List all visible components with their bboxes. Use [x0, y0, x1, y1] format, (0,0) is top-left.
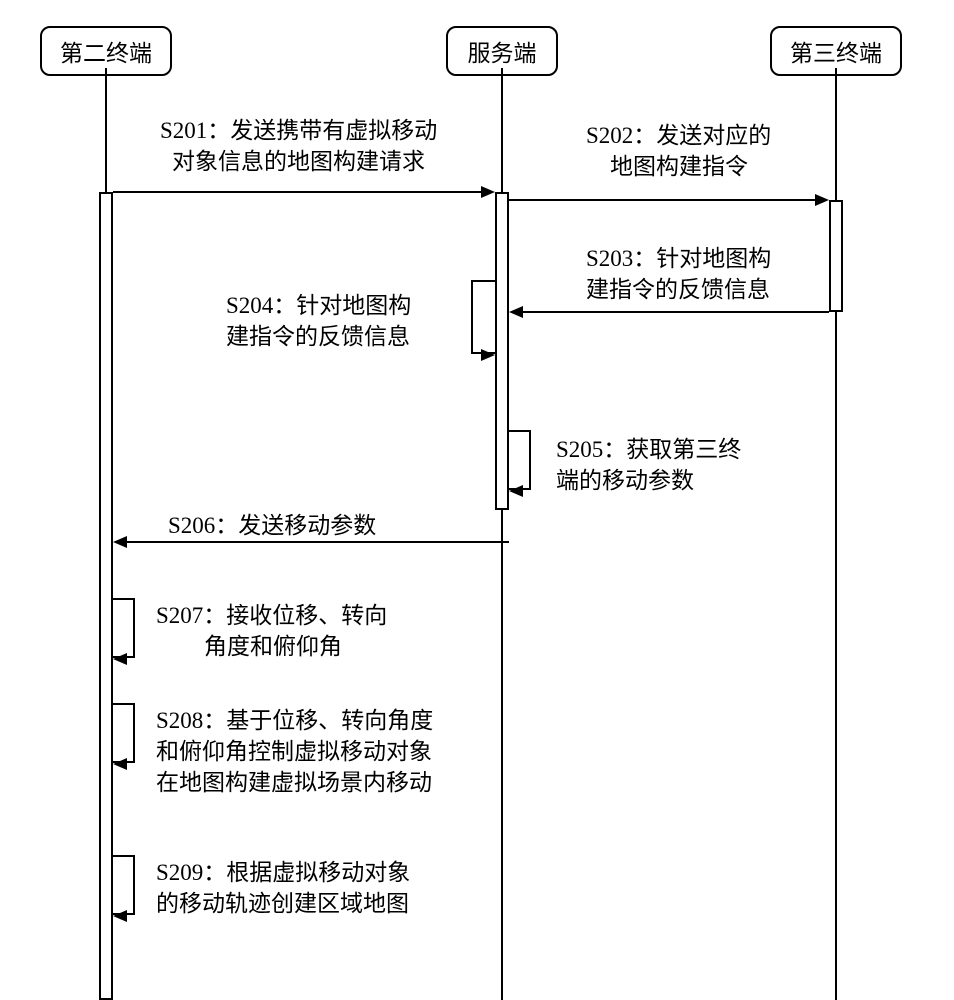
msg-s202-l1: S202：发送对应的	[586, 123, 771, 148]
msg-s208-l2: 和俯仰角控制虚拟移动对象	[156, 739, 432, 764]
msg-s206-l1: S206：发送移动参数	[168, 513, 376, 538]
msg-s203-l2: 建指令的反馈信息	[586, 277, 770, 302]
msg-s207-l2: 角度和俯仰角	[204, 634, 342, 659]
activation-p3	[829, 200, 843, 312]
msg-s207-arrow	[113, 653, 127, 665]
msg-s204-l2: 建指令的反馈信息	[226, 324, 410, 349]
msg-s209-l1: S209：根据虚拟移动对象	[156, 860, 410, 885]
msg-s204-l1: S204：针对地图构	[226, 293, 411, 318]
msg-s205-l2: 端的移动参数	[556, 468, 694, 493]
msg-s209-arrow	[113, 910, 127, 922]
msg-s205-l1: S205：获取第三终	[556, 437, 741, 462]
msg-s203-line	[523, 311, 829, 313]
msg-s204-arrow	[481, 349, 495, 361]
participant-p1-label: 第二终端	[60, 41, 152, 66]
msg-s207-label: S207：接收位移、转向 角度和俯仰角	[156, 600, 387, 662]
msg-s208-label: S208：基于位移、转向角度 和俯仰角控制虚拟移动对象 在地图构建虚拟场景内移动	[156, 705, 433, 798]
msg-s201-l2: 对象信息的地图构建请求	[172, 149, 425, 174]
msg-s203-label: S203：针对地图构 建指令的反馈信息	[586, 243, 771, 305]
msg-s209-self	[113, 855, 135, 915]
participant-p2-label: 服务端	[468, 41, 537, 66]
msg-s203-l1: S203：针对地图构	[586, 246, 771, 271]
msg-s202-line	[509, 199, 815, 201]
msg-s201-line	[113, 191, 483, 193]
msg-s209-l2: 的移动轨迹创建区域地图	[156, 891, 409, 916]
msg-s205-self	[509, 430, 531, 490]
msg-s202-l2: 地图构建指令	[610, 154, 748, 179]
msg-s206-arrow	[113, 536, 127, 548]
msg-s204-label: S204：针对地图构 建指令的反馈信息	[226, 290, 411, 352]
msg-s201-l1: S201：发送携带有虚拟移动	[160, 118, 437, 143]
msg-s207-l1: S207：接收位移、转向	[156, 603, 387, 628]
msg-s205-arrow	[509, 485, 523, 497]
msg-s206-label: S206：发送移动参数	[168, 510, 376, 541]
msg-s202-arrow	[815, 194, 829, 206]
msg-s201-arrow	[481, 186, 495, 198]
msg-s208-arrow	[113, 758, 127, 770]
msg-s206-line	[127, 541, 509, 543]
msg-s208-l3: 在地图构建虚拟场景内移动	[156, 770, 432, 795]
msg-s207-self	[113, 598, 135, 658]
msg-s205-label: S205：获取第三终 端的移动参数	[556, 434, 741, 496]
activation-p2	[495, 192, 509, 510]
msg-s201-label: S201：发送携带有虚拟移动 对象信息的地图构建请求	[160, 115, 437, 177]
msg-s204-self	[471, 280, 495, 354]
activation-p1	[99, 192, 113, 1000]
participant-p3-label: 第三终端	[790, 41, 882, 66]
msg-s203-arrow	[509, 306, 523, 318]
msg-s209-label: S209：根据虚拟移动对象 的移动轨迹创建区域地图	[156, 857, 410, 919]
msg-s208-l1: S208：基于位移、转向角度	[156, 708, 433, 733]
msg-s202-label: S202：发送对应的 地图构建指令	[586, 120, 771, 182]
msg-s208-self	[113, 703, 135, 763]
